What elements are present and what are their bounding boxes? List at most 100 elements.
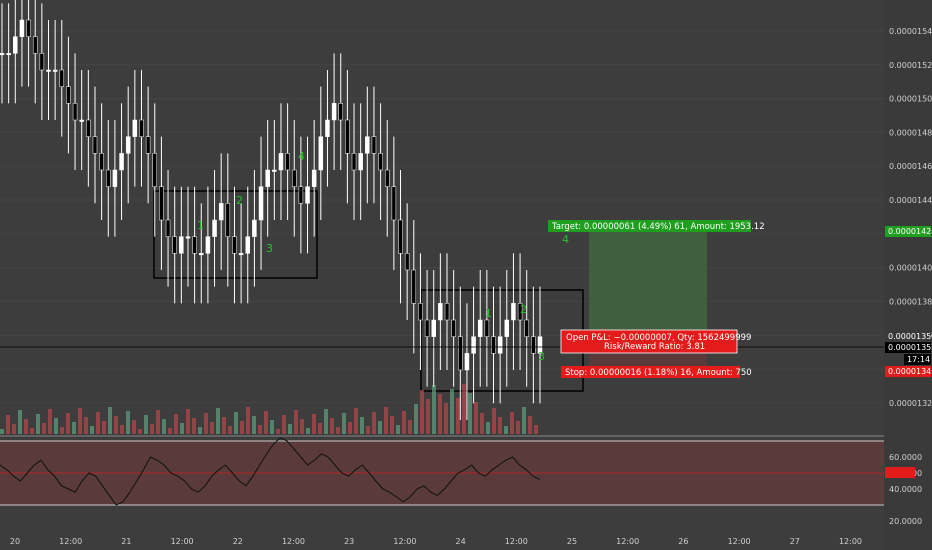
time-axis[interactable]: 20 12:00 21 12:00 22 12:00 23 12:00 24 12:00 25 12:… — [10, 537, 862, 546]
volume-bar — [96, 412, 100, 434]
candle-body — [205, 236, 211, 254]
candle-body — [338, 103, 343, 121]
pattern-label-2-left: 2 — [236, 194, 243, 207]
volume-bar — [240, 421, 244, 434]
time-tick-label: 25 — [567, 537, 577, 546]
candle-body — [517, 303, 523, 321]
candle-body — [159, 186, 164, 221]
pattern-label-3-right: 3 — [538, 350, 545, 363]
candle-body — [365, 136, 370, 154]
time-tick-label: 23 — [344, 537, 354, 546]
volume-bar — [312, 414, 316, 434]
candle-body — [238, 253, 244, 256]
pnl-text: Open P&L: −0.00000007, Qty: 1562499999 — [566, 333, 751, 343]
volume-bar — [102, 421, 106, 434]
candle-body — [298, 186, 304, 204]
volume-bar — [144, 415, 148, 434]
candle-body — [72, 103, 78, 121]
candle-body — [291, 169, 297, 187]
time-tick-label: 12:00 — [505, 537, 528, 546]
candle-body — [451, 319, 456, 337]
candle-body — [6, 53, 11, 56]
countdown-tag — [904, 354, 931, 365]
time-tick-label: 12:00 — [171, 537, 194, 546]
time-tick-label: 24 — [456, 537, 466, 546]
time-tick-label: 12:00 — [393, 537, 416, 546]
volume-bar — [174, 414, 178, 434]
volume-bar — [372, 412, 376, 434]
volume-bar — [300, 419, 304, 434]
volume-bar — [474, 402, 478, 434]
volume-bar — [288, 424, 292, 434]
volume-bar — [228, 426, 232, 434]
target-tag — [548, 220, 751, 232]
volume-bar — [360, 417, 364, 434]
stop-price-label: 0.00001343 — [888, 367, 932, 376]
volume-bar — [318, 423, 322, 434]
candle-body — [305, 186, 310, 204]
volume-bar — [36, 414, 40, 434]
volume-bar — [66, 413, 70, 434]
time-tick-label: 12:00 — [616, 537, 639, 546]
candle-body — [272, 169, 277, 172]
pattern-label-1-right: 1 — [485, 307, 492, 320]
pattern-label-4-right: 4 — [562, 233, 569, 246]
candle-body — [418, 303, 423, 321]
candle-body — [504, 319, 510, 337]
candle-body — [531, 336, 536, 354]
volume-bar — [234, 412, 238, 434]
candle-body — [165, 219, 171, 237]
candle-body — [218, 203, 224, 221]
time-tick-label: 12:00 — [728, 537, 751, 546]
volume-bar — [48, 409, 52, 434]
candle-body — [52, 69, 58, 72]
current-price-label: 0.00001352 — [888, 343, 932, 352]
current-price-tag — [885, 342, 931, 353]
candle-body — [438, 303, 443, 321]
candle-body — [59, 69, 65, 87]
volume-bar — [276, 429, 280, 434]
volume-bar — [510, 412, 514, 434]
candle-body — [431, 319, 436, 337]
volume-bar — [198, 427, 202, 434]
volume-bar — [42, 423, 46, 434]
candle-body — [0, 53, 5, 56]
pattern-box-left[interactable] — [153, 190, 318, 279]
volume-bar — [246, 407, 250, 434]
volume-bar — [180, 423, 184, 434]
candle-body — [258, 186, 264, 221]
candle-body — [384, 169, 390, 187]
target-price-label: 0.00001420 — [888, 227, 932, 236]
volume-bar — [192, 418, 196, 434]
volume-bar — [204, 413, 208, 434]
volume-bar — [390, 416, 394, 434]
volume-bar — [150, 424, 154, 434]
candle-body — [345, 119, 350, 154]
candle-body — [471, 336, 476, 354]
volume-bar — [336, 427, 340, 434]
candle-body — [39, 53, 45, 71]
volume-bar — [114, 416, 118, 434]
volume-bar — [306, 428, 310, 434]
time-tick-label: 20 — [10, 537, 20, 546]
volume-bar — [408, 420, 412, 434]
volume-bar — [348, 422, 352, 434]
volume-bar — [342, 413, 346, 434]
candle-body — [398, 219, 403, 254]
candle-body — [185, 236, 191, 239]
candle-body — [537, 336, 543, 354]
candle-body — [358, 153, 363, 171]
volume-bar — [438, 394, 442, 434]
candle-body — [99, 153, 104, 171]
volume-bar — [522, 407, 526, 434]
rsi-tick-label: 20.0000 — [889, 517, 922, 526]
volume-bar — [480, 413, 484, 434]
rsi-tick-label: 40.0000 — [889, 485, 922, 494]
target-text: Target: 0.00000061 (4.49%) 61, Amount: 1… — [551, 222, 765, 232]
rsi-50-tag — [885, 467, 915, 478]
stop-price-tag — [885, 366, 931, 377]
volume-bar — [162, 419, 166, 434]
